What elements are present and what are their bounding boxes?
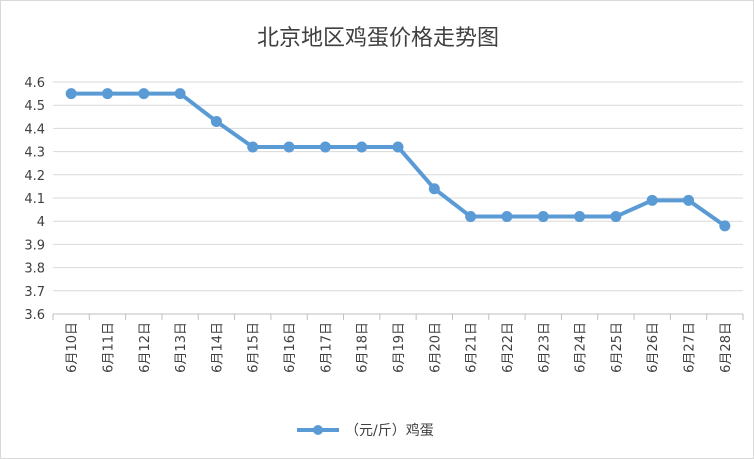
x-tick-label: 6月20日 xyxy=(428,322,443,373)
x-tick-label: 6月15日 xyxy=(247,322,262,373)
data-point xyxy=(356,141,368,153)
data-point xyxy=(101,88,113,100)
data-point xyxy=(501,211,513,223)
y-tick-label: 4.5 xyxy=(24,99,45,114)
data-point xyxy=(574,211,586,223)
legend: （元/斤）鸡蛋 xyxy=(297,422,434,439)
x-tick-label: 6月11日 xyxy=(101,322,116,373)
data-point xyxy=(610,211,622,223)
data-point xyxy=(210,115,222,127)
data-point xyxy=(283,141,295,153)
data-point xyxy=(247,141,259,153)
series-line xyxy=(69,91,727,228)
x-tick-label: 6月14日 xyxy=(210,322,225,373)
y-tick-label: 4.4 xyxy=(24,122,45,137)
x-tick-label: 6月22日 xyxy=(501,322,516,373)
data-point xyxy=(465,211,477,223)
y-tick-label: 4.3 xyxy=(24,146,45,161)
series-egg-price xyxy=(65,88,731,232)
x-tick-label: 6月17日 xyxy=(319,322,334,373)
x-tick-label: 6月26日 xyxy=(646,322,661,373)
data-point xyxy=(537,211,549,223)
x-tick-label: 6月28日 xyxy=(719,322,734,373)
grid-lines xyxy=(53,81,743,315)
x-tick-label: 6月10日 xyxy=(65,322,80,373)
y-tick-label: 4.6 xyxy=(24,76,45,91)
legend-point-marker xyxy=(313,425,323,435)
y-tick-label: 3.6 xyxy=(24,308,45,323)
x-axis-ticks: 6月10日 6月11日 6月12日 6月13日 6月14日 6月15日 6月16日 6月17日… xyxy=(52,314,744,373)
x-tick-label: 6月19日 xyxy=(392,322,407,373)
data-point xyxy=(392,141,404,153)
y-tick-label: 4 xyxy=(37,215,45,230)
x-tick-label: 6月13日 xyxy=(174,322,189,373)
x-tick-label: 6月16日 xyxy=(283,322,298,373)
data-point xyxy=(683,194,695,206)
data-point xyxy=(646,194,658,206)
y-tick-label: 4.1 xyxy=(24,192,45,207)
x-tick-label: 6月21日 xyxy=(465,322,480,373)
data-point xyxy=(428,183,440,195)
data-point xyxy=(138,88,150,100)
y-tick-label: 3.8 xyxy=(24,262,45,277)
chart-title: 北京地区鸡蛋价格走势图 xyxy=(257,26,499,51)
x-tick-label: 6月25日 xyxy=(610,322,625,373)
data-point xyxy=(319,141,331,153)
y-tick-label: 3.9 xyxy=(24,238,45,253)
x-tick-label: 6月23日 xyxy=(537,322,552,373)
y-tick-label: 3.7 xyxy=(24,285,45,300)
x-tick-label: 6月24日 xyxy=(574,322,589,373)
data-point xyxy=(174,88,186,100)
x-tick-label: 6月12日 xyxy=(138,322,153,373)
x-tick-label: 6月27日 xyxy=(683,322,698,373)
data-point xyxy=(65,88,77,100)
data-point xyxy=(719,220,731,232)
y-tick-label: 4.2 xyxy=(24,169,45,184)
legend-series-name: （元/斤）鸡蛋 xyxy=(345,422,434,439)
x-tick-label: 6月18日 xyxy=(356,322,371,373)
y-axis-ticks: 4.6 4.5 4.4 4.3 4.2 4.1 4 3.9 3.8 3.7 3.6 xyxy=(24,76,45,323)
